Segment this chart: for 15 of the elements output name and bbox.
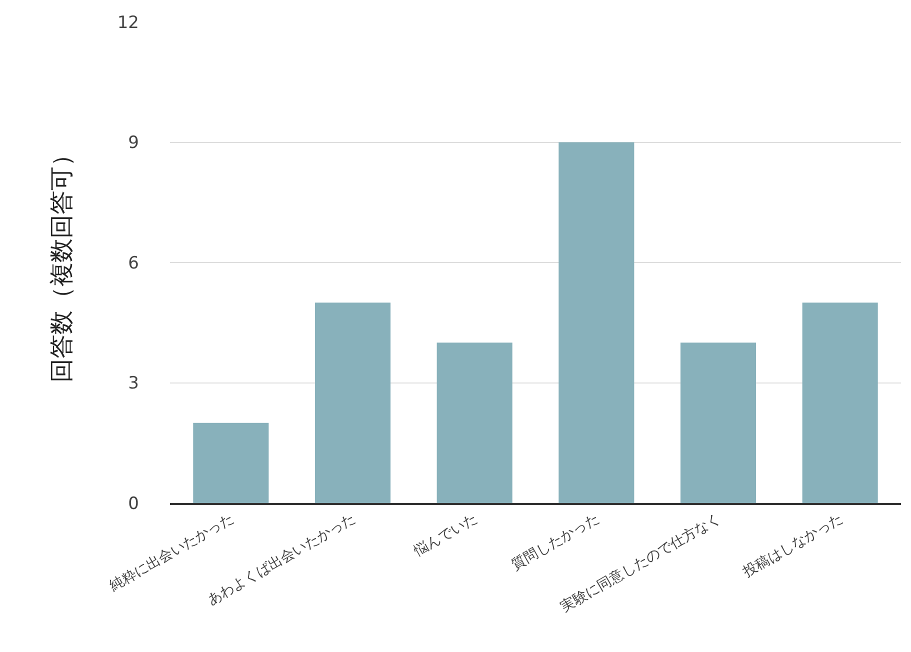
x-tick-label: 投稿はしなかった bbox=[740, 510, 846, 581]
bar bbox=[558, 142, 634, 503]
y-tick-label: 12 bbox=[117, 12, 139, 33]
y-axis-title: 回答数（複数回答可） bbox=[47, 142, 76, 382]
y-tick-label: 0 bbox=[128, 494, 139, 514]
bar bbox=[314, 302, 391, 503]
y-tick-label: 6 bbox=[128, 253, 139, 274]
y-tick-label: 3 bbox=[128, 374, 139, 394]
bar bbox=[802, 302, 878, 503]
x-tick-label: 質問したかった bbox=[509, 510, 602, 574]
bar bbox=[680, 342, 756, 503]
y-tick-label: 9 bbox=[128, 133, 139, 154]
bar bbox=[436, 342, 512, 503]
bar bbox=[193, 422, 269, 503]
x-tick-label: 悩んでいた bbox=[410, 510, 480, 560]
